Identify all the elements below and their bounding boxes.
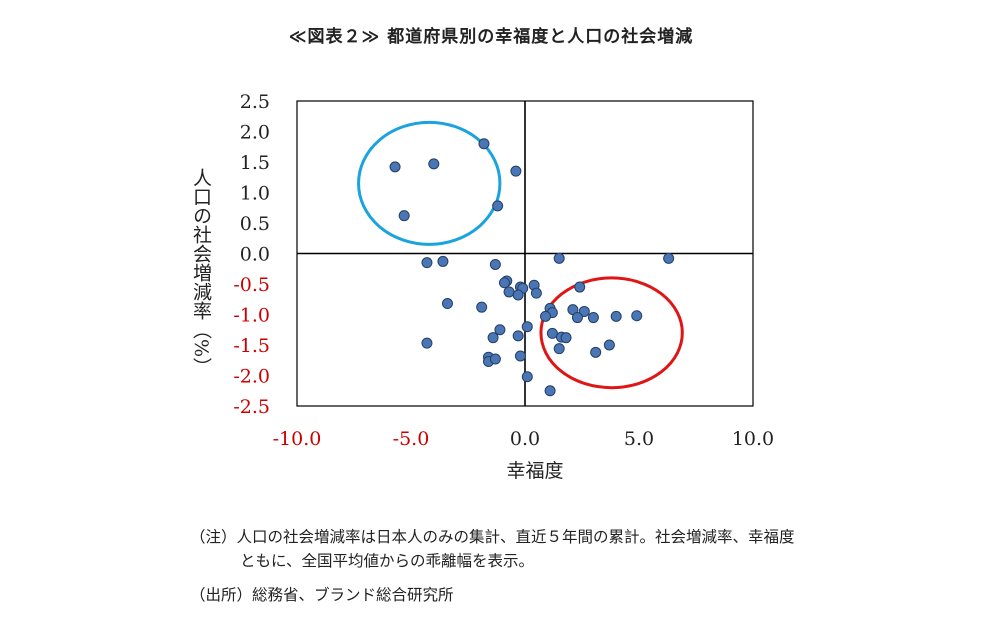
data-point xyxy=(663,252,675,264)
y-tick-label: 0.5 xyxy=(240,213,270,235)
data-point xyxy=(574,281,586,293)
source-note: （出所）総務省、ブランド総合研究所 xyxy=(190,586,454,604)
data-point xyxy=(553,343,565,355)
data-point xyxy=(514,350,526,362)
y-tick-label: -2.5 xyxy=(233,396,270,418)
data-point xyxy=(398,210,410,222)
chart-title: ≪図表２≫ 都道府県別の幸福度と人口の社会増減 xyxy=(288,27,694,47)
data-point xyxy=(428,158,440,170)
data-point xyxy=(540,310,552,322)
data-point xyxy=(492,200,504,212)
annotation-circle-blue xyxy=(357,120,502,246)
note-line-1: （注）人口の社会増減率は日本人のみの集計、直近５年間の累計。社会増減率、幸福度 xyxy=(190,528,795,546)
data-point xyxy=(560,332,572,344)
annotation-circles xyxy=(357,120,684,390)
x-tick-labels: -10.0 -5.0 0.0 5.0 10.0 xyxy=(273,428,775,450)
note-line-2: ともに、全国平均値からの乖離幅を表示。 xyxy=(240,552,535,570)
y-tick-label: 1.5 xyxy=(240,152,270,174)
y-tick-label: 2.5 xyxy=(240,91,270,113)
data-point xyxy=(578,305,590,317)
data-point xyxy=(437,255,449,267)
data-point xyxy=(603,339,615,351)
data-point xyxy=(421,337,433,349)
data-point xyxy=(571,312,583,324)
data-point xyxy=(530,287,542,299)
data-point xyxy=(441,298,453,310)
data-point xyxy=(631,310,643,322)
y-tick-label: 2.0 xyxy=(240,122,270,144)
y-tick-labels: 2.5 2.0 1.5 1.0 0.5 0.0 -0.5 -1.0 -1.5 -2.0 -2.5 xyxy=(233,91,270,418)
x-tick-label: 5.0 xyxy=(624,428,654,450)
data-point xyxy=(489,353,501,365)
y-tick-label: -1.0 xyxy=(233,305,270,327)
data-point xyxy=(389,161,401,173)
data-point xyxy=(546,327,558,339)
data-point xyxy=(494,324,506,336)
data-point xyxy=(476,301,488,313)
data-points xyxy=(389,138,675,397)
x-tick-label: 10.0 xyxy=(732,428,774,450)
y-tick-label: -1.5 xyxy=(233,335,270,357)
data-point xyxy=(512,330,524,342)
x-tick-label: -10.0 xyxy=(273,428,322,450)
data-point xyxy=(590,346,602,358)
y-tick-label: 0.0 xyxy=(240,244,270,266)
y-axis-label: 人口の社会増減率（%） xyxy=(190,168,212,377)
data-point xyxy=(510,165,522,177)
data-point xyxy=(521,321,533,333)
data-point xyxy=(489,258,501,270)
data-point xyxy=(610,310,622,322)
data-point xyxy=(521,371,533,383)
annotation-circle-red xyxy=(539,276,684,390)
y-tick-label: 1.0 xyxy=(240,183,270,205)
data-point xyxy=(544,385,556,397)
y-tick-label: -2.0 xyxy=(233,366,270,388)
data-point xyxy=(487,332,499,344)
data-point xyxy=(503,286,515,298)
data-point xyxy=(553,252,565,264)
data-point xyxy=(587,312,599,324)
data-point xyxy=(498,277,510,289)
y-tick-label: -0.5 xyxy=(233,274,270,296)
data-point xyxy=(512,289,524,301)
data-point xyxy=(478,138,490,150)
x-axis-label: 幸福度 xyxy=(506,460,564,482)
data-point xyxy=(421,257,433,269)
x-tick-label: 0.0 xyxy=(510,428,540,450)
x-tick-label: -5.0 xyxy=(393,428,430,450)
